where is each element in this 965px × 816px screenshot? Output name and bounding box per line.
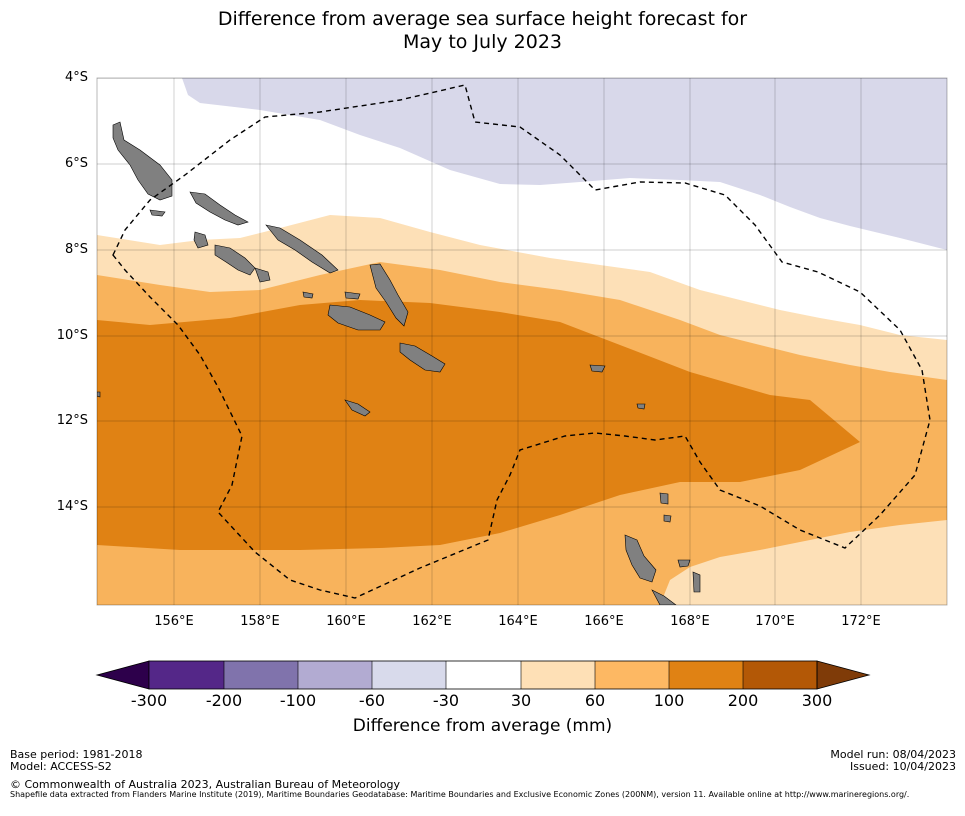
colorbar-tick: 300 xyxy=(801,691,833,710)
colorbar-segment xyxy=(149,661,224,689)
lon-label: 158°E xyxy=(240,614,280,629)
lat-label: 10°S xyxy=(56,328,88,343)
lon-label: 166°E xyxy=(584,614,624,629)
santa-isabel xyxy=(265,224,339,274)
small-1 xyxy=(302,291,314,299)
band-30-60-south xyxy=(660,520,947,605)
colorbar-extend-max xyxy=(816,660,871,690)
colorbar-segment xyxy=(372,661,446,689)
land-masses xyxy=(97,121,701,605)
new-georgia-group xyxy=(214,244,256,276)
lat-label: 4°S xyxy=(64,70,88,85)
footer-right: Model run: 08/04/2023 Issued: 10/04/2023 xyxy=(830,749,956,773)
lon-label: 164°E xyxy=(498,614,538,629)
colorbar-segment xyxy=(669,661,743,689)
colorbar-tick: -100 xyxy=(279,691,317,710)
lon-label: 162°E xyxy=(412,614,452,629)
model-name: Model: ACCESS-S2 xyxy=(10,760,112,773)
base-period: Base period: 1981-2018 xyxy=(10,748,143,761)
lon-label: 160°E xyxy=(326,614,366,629)
lat-label: 6°S xyxy=(64,156,88,171)
small-2 xyxy=(344,291,361,300)
lon-label: 170°E xyxy=(755,614,795,629)
espiritu-santo xyxy=(624,534,657,583)
colorbar xyxy=(95,660,871,690)
lon-label: 168°E xyxy=(670,614,710,629)
small-5 xyxy=(149,209,166,217)
vanuatu-3 xyxy=(677,559,691,568)
title-line-2: May to July 2023 xyxy=(403,31,562,53)
malaita xyxy=(369,263,409,327)
lat-label: 8°S xyxy=(64,242,88,257)
colorbar-segment xyxy=(521,661,595,689)
model-run: Model run: 08/04/2023 xyxy=(830,748,956,761)
guadalcanal xyxy=(327,304,386,331)
colorbar-tick: 200 xyxy=(727,691,759,710)
colorbar-segment xyxy=(595,661,669,689)
colorbar-label: Difference from average (mm) xyxy=(352,716,613,736)
colorbar-tick: -200 xyxy=(205,691,243,710)
makira xyxy=(399,342,446,373)
lon-label: 156°E xyxy=(154,614,194,629)
colorbar-segment xyxy=(743,661,817,689)
small-4 xyxy=(97,391,101,398)
vanuatu-2 xyxy=(663,514,672,523)
lat-label: 12°S xyxy=(56,413,88,428)
vanuatu-5 xyxy=(651,589,677,605)
map-frame xyxy=(96,77,948,606)
lat-label: 14°S xyxy=(56,499,88,514)
small-3 xyxy=(636,403,646,410)
gridlines xyxy=(97,78,947,605)
shapefile-credit: Shapefile data extracted from Flanders M… xyxy=(10,790,910,799)
santa-cruz xyxy=(589,364,606,373)
colorbar-segment xyxy=(224,661,298,689)
colorbar-outline xyxy=(148,660,818,690)
footer-left: Base period: 1981-2018 Model: ACCESS-S2 xyxy=(10,749,142,773)
choiseul xyxy=(189,191,249,226)
colorbar-tick: 30 xyxy=(510,691,532,710)
colorbar-tick: -30 xyxy=(432,691,460,710)
lon-label: 172°E xyxy=(841,614,881,629)
rennell xyxy=(344,399,371,417)
colorbar-segment xyxy=(298,661,372,689)
colorbar-tick: -300 xyxy=(130,691,168,710)
title-line-1: Difference from average sea surface heig… xyxy=(217,8,748,30)
chart-title: Difference from average sea surface heig… xyxy=(0,8,965,54)
vanuatu-north xyxy=(659,492,669,505)
colorbar-tick: -60 xyxy=(358,691,386,710)
colorbar-segment xyxy=(446,661,521,689)
vanuatu-4 xyxy=(692,571,701,593)
issued-date: Issued: 10/04/2023 xyxy=(849,760,956,773)
map-area xyxy=(97,78,947,605)
band-neg60-neg30 xyxy=(182,78,947,250)
russell-island xyxy=(254,267,271,283)
new-georgia xyxy=(193,231,209,249)
colorbar-tick: 60 xyxy=(584,691,606,710)
colorbar-tick: 100 xyxy=(653,691,685,710)
copyright-notice: © Commonwealth of Australia 2023, Austra… xyxy=(10,778,400,791)
bougainville xyxy=(112,121,173,201)
colorbar-extend-min xyxy=(95,660,150,690)
